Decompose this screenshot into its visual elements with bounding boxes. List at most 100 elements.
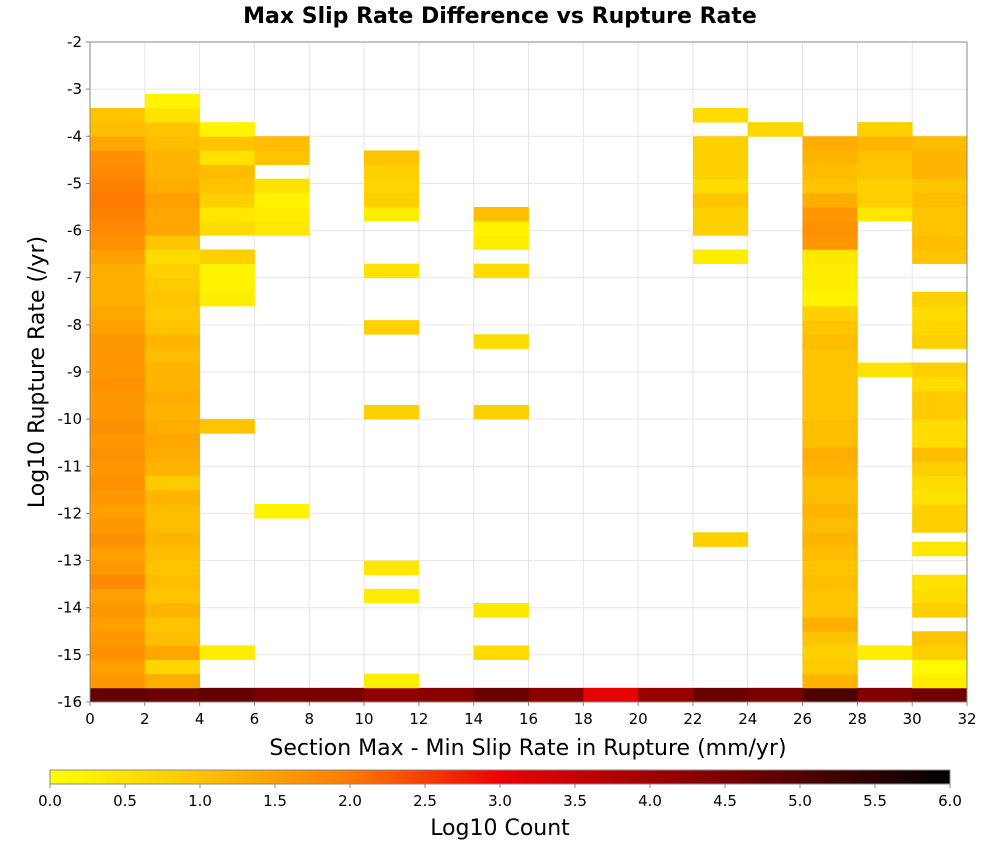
heatmap-cell — [802, 362, 858, 378]
heatmap-cell — [692, 532, 749, 547]
heatmap-cell — [199, 164, 255, 180]
heatmap-cell — [199, 192, 255, 208]
heatmap-cell — [364, 164, 420, 180]
heatmap-cell — [912, 489, 968, 505]
heatmap-cell — [802, 673, 858, 689]
heatmap-cell — [912, 192, 968, 208]
heatmap-cell — [144, 475, 201, 491]
heatmap-cell — [912, 150, 968, 165]
heatmap-cell — [90, 461, 146, 477]
colorbar-tick-label: 0.5 — [113, 792, 137, 810]
heatmap-cell — [90, 504, 146, 519]
heatmap-cell — [90, 588, 146, 604]
y-tick-label: -8 — [67, 316, 82, 334]
heatmap-cell — [199, 207, 255, 222]
heatmap-cell — [857, 362, 913, 378]
y-tick-label: -7 — [67, 269, 82, 287]
heatmap-cell — [90, 659, 146, 675]
heatmap-cell — [144, 504, 201, 519]
heatmap-cell — [364, 320, 420, 335]
heatmap-cell — [364, 405, 420, 420]
heatmap-cell — [199, 419, 255, 434]
heatmap-cell — [90, 631, 146, 646]
heatmap-cell — [802, 461, 858, 477]
heatmap-cell — [692, 178, 749, 194]
y-tick-label: -12 — [58, 504, 83, 522]
heatmap-cell — [144, 122, 201, 137]
heatmap-cell — [90, 235, 146, 250]
heatmap-cell — [912, 291, 968, 307]
heatmap-cell — [802, 560, 858, 576]
heatmap-cell — [912, 673, 968, 689]
heatmap-cell — [912, 645, 968, 660]
heatmap-cell — [144, 263, 201, 279]
x-tick-label: 6 — [250, 710, 260, 728]
heatmap-cell — [254, 221, 310, 236]
colorbar-ticks: 0.0 0.5 1.0 1.5 2.0 2.5 3.0 3.5 4.0 4.5 5.0 5.5 6.0 — [38, 784, 962, 810]
heatmap-cell — [912, 376, 968, 392]
heatmap-cell — [802, 518, 858, 533]
heatmap-cell — [144, 136, 201, 151]
heatmap-cell — [199, 221, 255, 236]
colorbar — [49, 769, 951, 785]
y-tick-label: -4 — [67, 127, 82, 145]
heatmap-cell — [912, 518, 968, 533]
y-axis-ticks: -2 -3 -4 -5 -6 -7 -8 -9 -10 -11 -12 -13 -14 -15 -16 — [58, 33, 90, 711]
heatmap-cell — [912, 475, 968, 491]
heatmap-cell — [473, 645, 529, 660]
heatmap-cell — [802, 588, 858, 604]
heatmap-cell — [199, 263, 255, 279]
heatmap-cell — [90, 178, 146, 194]
heatmap-cell — [254, 178, 310, 194]
heatmap-cell — [90, 574, 146, 590]
heatmap-cell — [90, 291, 146, 307]
heatmap-cell — [90, 560, 146, 576]
heatmap-cell — [90, 617, 146, 632]
heatmap-cell — [144, 560, 201, 576]
heatmap-cell — [912, 631, 968, 646]
heatmap-cell — [144, 631, 201, 646]
heatmap-cell — [802, 504, 858, 519]
heatmap-cell — [692, 249, 749, 264]
heatmap-cell — [254, 136, 310, 151]
heatmap-cell — [364, 192, 420, 208]
heatmap-cell — [90, 122, 146, 137]
heatmap-cell — [802, 447, 858, 462]
x-tick-label: 10 — [355, 710, 374, 728]
heatmap-cell — [144, 673, 201, 689]
heatmap-cell — [802, 150, 858, 165]
chart-title: Max Slip Rate Difference vs Rupture Rate — [243, 4, 757, 29]
heatmap-cell — [802, 532, 858, 547]
y-tick-label: -14 — [58, 599, 83, 617]
heatmap-cell — [144, 249, 201, 264]
heatmap-cell — [199, 645, 255, 660]
y-tick-label: -15 — [58, 646, 83, 664]
y-tick-label: -9 — [67, 363, 82, 381]
colorbar-label: Log10 Count — [430, 816, 570, 841]
heatmap-cell — [199, 249, 255, 264]
heatmap-cell — [144, 320, 201, 335]
heatmap-cell — [90, 433, 146, 448]
heatmap-cell — [90, 687, 146, 703]
heatmap-cell — [144, 362, 201, 378]
heatmap-cell — [802, 348, 858, 363]
heatmap-cell — [90, 348, 146, 363]
heatmap-cell — [802, 249, 858, 264]
heatmap-cell — [857, 136, 913, 151]
heatmap-cell — [254, 687, 310, 703]
heatmap-cell — [912, 221, 968, 236]
heatmap-cell — [802, 291, 858, 307]
heatmap-cell — [199, 150, 255, 165]
heatmap-cell — [912, 433, 968, 448]
y-tick-label: -13 — [58, 552, 83, 570]
heatmap-cell — [144, 334, 201, 349]
heatmap-cell — [802, 164, 858, 180]
heatmap-cell — [199, 291, 255, 307]
heatmap-cell — [364, 207, 420, 222]
heatmap-cell — [364, 687, 420, 703]
x-tick-label: 24 — [738, 710, 757, 728]
heatmap-cell — [802, 489, 858, 505]
heatmap-cell — [144, 645, 201, 660]
y-tick-label: -10 — [58, 410, 83, 428]
heatmap-cell — [90, 207, 146, 222]
